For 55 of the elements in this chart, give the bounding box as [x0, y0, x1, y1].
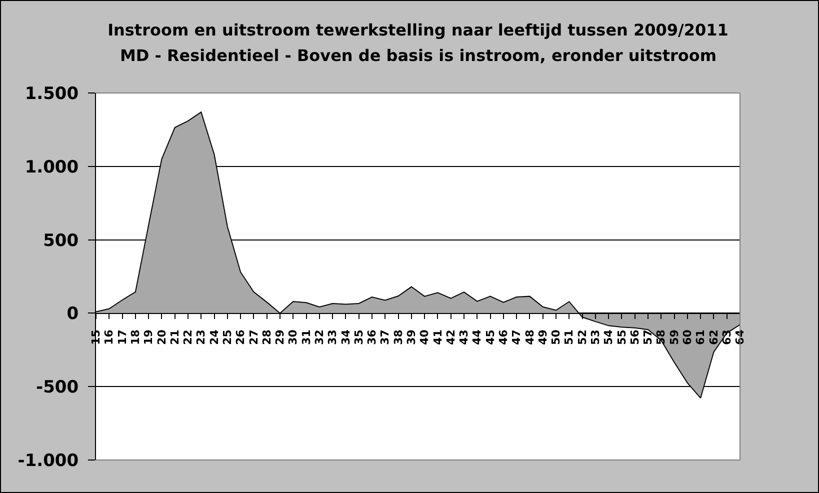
- x-tick-label: 25: [221, 330, 234, 345]
- x-tick-label: 42: [444, 330, 458, 345]
- x-tick-label: 37: [378, 330, 392, 345]
- x-tick-label: 41: [431, 330, 444, 345]
- x-tick-label: 57: [642, 330, 655, 345]
- x-tick-label: 54: [602, 329, 616, 345]
- x-tick-label: 39: [405, 330, 418, 345]
- x-tick-label: 62: [707, 330, 720, 345]
- y-tick-label: -500: [36, 378, 79, 398]
- x-tick-label: 52: [576, 330, 589, 345]
- x-tick-label: 16: [102, 329, 116, 345]
- x-tick-label: 32: [313, 330, 326, 345]
- x-tick-label: 53: [589, 330, 602, 345]
- chart-title: Instroom en uitstroom tewerkstelling naar leeftijd tussen 2009/2011: [108, 20, 728, 40]
- x-tick-label: 56: [628, 329, 642, 345]
- chart-subtitle: MD - Residentieel - Boven de basis is instroom, eronder uitstroom: [120, 46, 717, 65]
- x-tick-label: 18: [129, 330, 142, 345]
- x-tick-label: 45: [484, 330, 497, 345]
- x-tick-label: 60: [681, 329, 694, 345]
- x-tick-label: 22: [182, 330, 195, 345]
- x-tick-label: 40: [418, 329, 432, 345]
- y-tick-label: 1.500: [24, 84, 79, 104]
- y-tick-label: -1.000: [18, 450, 79, 471]
- x-tick-label: 38: [392, 330, 405, 345]
- x-tick-label: 21: [168, 330, 182, 345]
- x-tick-label: 43: [458, 330, 471, 345]
- x-tick-label: 28: [260, 330, 274, 345]
- x-tick-label: 30: [286, 329, 300, 345]
- x-tick-label: 24: [208, 329, 221, 345]
- x-tick-label: 58: [654, 330, 668, 345]
- x-tick-label: 23: [194, 330, 208, 345]
- y-tick-label: 1.000: [24, 157, 79, 178]
- y-tick-label: 500: [43, 230, 79, 251]
- x-tick-label: 44: [470, 329, 484, 345]
- y-tick-label: 0: [66, 304, 79, 324]
- x-tick-label: 33: [326, 330, 340, 345]
- x-tick-label: 29: [274, 330, 287, 345]
- x-tick-label: 26: [234, 329, 248, 345]
- x-tick-label: 55: [615, 330, 628, 345]
- x-tick-label: 47: [510, 330, 524, 345]
- x-tick-label: 36: [366, 329, 379, 345]
- x-tick-label: 31: [300, 330, 313, 345]
- x-tick-label: 20: [155, 329, 168, 345]
- x-tick-label: 27: [247, 330, 260, 345]
- x-tick-label: 46: [497, 329, 510, 345]
- x-tick-label: 19: [142, 330, 156, 345]
- x-tick-label: 61: [694, 330, 708, 345]
- x-tick-label: 49: [536, 330, 550, 345]
- x-tick-label: 48: [523, 330, 536, 345]
- x-tick-label: 59: [668, 330, 681, 345]
- x-tick-label: 50: [550, 329, 563, 345]
- x-tick-label: 34: [339, 329, 352, 345]
- x-tick-label: 35: [352, 330, 366, 345]
- x-tick-label: 17: [116, 330, 129, 345]
- x-tick-label: 51: [562, 330, 576, 345]
